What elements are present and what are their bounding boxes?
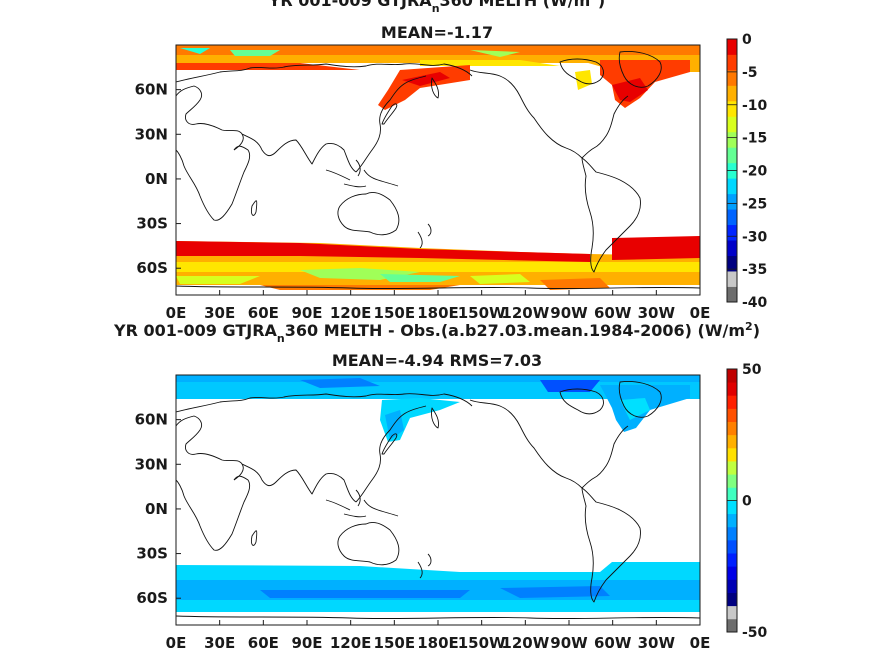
colorbar-tick-label: -35	[742, 262, 767, 278]
colorbar-tick-label: -40	[742, 295, 768, 311]
x-tick-label: 60E	[248, 304, 279, 322]
colorbar-segment	[727, 461, 737, 475]
colorbar-segment	[727, 39, 737, 55]
colorbar-segment	[727, 500, 737, 515]
colorbar-segment	[727, 526, 737, 541]
x-tick-label: 60E	[248, 634, 279, 652]
x-tick-label: 90W	[550, 634, 588, 652]
colorbar-segment	[727, 209, 737, 226]
colorbar-segment	[727, 240, 737, 256]
y-axis-top: 60N 30N 0N 30S 60S	[135, 81, 181, 277]
colorbar-segment	[727, 434, 737, 449]
colorbar-segment	[727, 553, 737, 567]
x-tick-label: 180E	[417, 304, 459, 322]
colorbar-segment	[727, 286, 737, 303]
x-tick-label: 90E	[291, 304, 322, 322]
x-tick-label: 150W	[458, 634, 506, 652]
colorbar-segment	[727, 474, 737, 488]
colorbar-segment	[727, 421, 737, 436]
x-tick-label: 150E	[374, 634, 416, 652]
colorbar-top: 0 -5 -10 -15 -20 -25 -30 -35 -40	[726, 32, 768, 311]
colorbar-tick-label: -25	[742, 196, 767, 212]
colorbar-segment	[727, 579, 737, 593]
x-tick-label: 180E	[417, 634, 459, 652]
chart-subtitle-bottom: MEAN=-4.94 RMS=7.03	[332, 351, 542, 370]
colorbar-tick-label: -30	[742, 229, 768, 245]
colorbar-segment	[727, 513, 737, 528]
colorbar-tick-label: 0	[742, 32, 752, 48]
chart-title-top: YR 001-009 GTJRAn360 MELTH (W/m2)	[268, 0, 605, 15]
x-tick-label: 120E	[330, 634, 372, 652]
colorbar-segment	[727, 147, 737, 164]
colorbar-segment	[727, 592, 737, 607]
y-tick-label: 0N	[145, 500, 168, 518]
colorbar-segment	[727, 487, 737, 501]
colorbar-tick-label: -20	[742, 164, 768, 180]
x-tick-label: 120W	[501, 304, 549, 322]
x-tick-label: 90E	[291, 634, 322, 652]
x-tick-label: 90W	[550, 304, 588, 322]
colorbar-segment	[727, 85, 737, 102]
colorbar-bottom: 50 0 -50	[726, 362, 768, 641]
colorbar-segment	[727, 54, 737, 71]
colorbar-segment	[727, 408, 737, 422]
colorbar-segment	[727, 69, 737, 86]
chart-title-bottom: YR 001-009 GTJRAn360 MELTH - Obs.(a.b27.…	[113, 320, 760, 345]
y-tick-label: 30N	[135, 125, 168, 143]
x-tick-label: 0E	[690, 634, 711, 652]
colorbar-segment	[727, 178, 737, 195]
y-axis-bottom: 60N 30N 0N 30S 60S	[135, 411, 181, 607]
y-tick-label: 30N	[135, 455, 168, 473]
colorbar-segment	[727, 255, 737, 272]
colorbar-segment	[727, 193, 737, 210]
x-tick-label: 30E	[204, 304, 235, 322]
colorbar-segment	[727, 618, 737, 633]
y-tick-label: 0N	[145, 170, 168, 188]
chart-subtitle-top: MEAN=-1.17	[381, 23, 493, 42]
colorbar-segment	[727, 566, 737, 580]
x-tick-label: 0E	[166, 634, 187, 652]
y-tick-label: 30S	[136, 545, 168, 563]
x-tick-label: 0E	[166, 304, 187, 322]
x-tick-label: 0E	[690, 304, 711, 322]
colorbar-segment	[727, 271, 737, 287]
y-tick-label: 60N	[135, 81, 168, 99]
map-field-top	[176, 45, 700, 295]
map-field-bottom	[176, 375, 700, 625]
colorbar-segment	[727, 131, 737, 148]
x-tick-label: 60W	[594, 304, 632, 322]
panel-top: YR 001-009 GTJRAn360 MELTH (W/m2) MEAN=-…	[135, 0, 768, 322]
colorbar-segment	[727, 605, 737, 620]
colorbar-segment	[727, 382, 737, 396]
x-tick-label: 120W	[501, 634, 549, 652]
colorbar-segment	[727, 116, 737, 133]
colorbar-tick-label: 0	[742, 494, 752, 510]
x-tick-label: 30W	[638, 304, 676, 322]
colorbar-segment	[727, 447, 737, 462]
x-tick-label: 150E	[374, 304, 416, 322]
colorbar-segment	[727, 369, 737, 383]
colorbar-segment	[727, 395, 737, 409]
colorbar-segment	[727, 224, 737, 241]
x-tick-label: 30W	[638, 634, 676, 652]
y-tick-label: 60S	[136, 589, 168, 607]
x-tick-label: 60W	[594, 634, 632, 652]
colorbar-tick-label: -50	[742, 625, 768, 641]
x-tick-label: 120E	[330, 304, 372, 322]
y-tick-label: 60N	[135, 411, 168, 429]
colorbar-tick-label: -5	[742, 65, 758, 81]
panel-bottom: YR 001-009 GTJRAn360 MELTH - Obs.(a.b27.…	[113, 320, 768, 652]
colorbar-tick-label: 50	[742, 362, 762, 378]
x-tick-label: 30E	[204, 634, 235, 652]
x-tick-label: 150W	[458, 304, 506, 322]
y-tick-label: 30S	[136, 215, 168, 233]
colorbar-segment	[727, 539, 737, 554]
colorbar-tick-label: -10	[742, 98, 768, 114]
colorbar-tick-label: -15	[742, 131, 767, 147]
y-tick-label: 60S	[136, 259, 168, 277]
colorbar-segment	[727, 100, 737, 117]
